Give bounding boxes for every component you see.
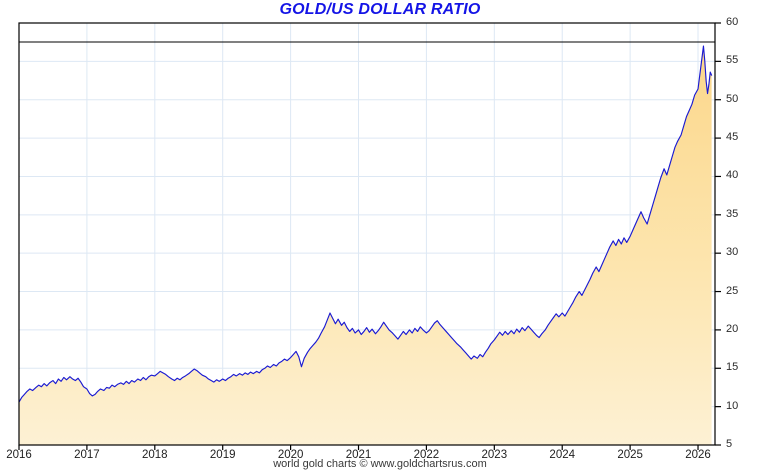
x-axis-tick-label: 2026 [685, 449, 711, 461]
y-axis-ticks [715, 22, 721, 446]
x-axis-tick-label: 2017 [74, 449, 100, 461]
x-axis-tick-label: 2016 [6, 449, 32, 461]
y-axis-tick-label: 5 [726, 438, 733, 450]
y-axis-tick-label: 25 [726, 284, 739, 297]
footer-credit: world gold charts © www.goldchartsrus.co… [273, 458, 487, 470]
page-title: GOLD/US DOLLAR RATIO [279, 1, 481, 18]
y-axis-tick-label: 15 [726, 361, 739, 374]
y-axis-tick-label: 35 [726, 207, 739, 220]
y-axis-tick-label: 55 [726, 54, 739, 67]
x-axis-tick-label: 2021 [345, 449, 372, 461]
y-axis-tick-label: 60 [726, 16, 739, 28]
x-axis-tick-label: 2019 [209, 449, 236, 461]
x-axis-tick-label: 2023 [481, 449, 508, 461]
y-axis-tick-label: 10 [726, 399, 739, 412]
x-axis-tick-label: 2018 [142, 449, 168, 461]
y-axis-tick-label: 50 [726, 92, 739, 105]
plot-frame [18, 22, 716, 446]
x-axis-tick-label: 2025 [617, 449, 643, 461]
series-area-fill [19, 46, 712, 445]
x-axis-ticks [18, 445, 699, 450]
x-axis-tick-label: 2022 [413, 449, 440, 461]
y-axis-tick-label: 45 [726, 131, 739, 144]
series-line [19, 45, 713, 403]
y-axis-tick-label: 40 [726, 169, 739, 182]
x-axis-tick-label: 2020 [277, 449, 304, 461]
y-axis-tick-label: 30 [726, 246, 739, 259]
y-axis-tick-label: 20 [726, 322, 739, 335]
x-axis-tick-label: 2024 [549, 449, 576, 461]
